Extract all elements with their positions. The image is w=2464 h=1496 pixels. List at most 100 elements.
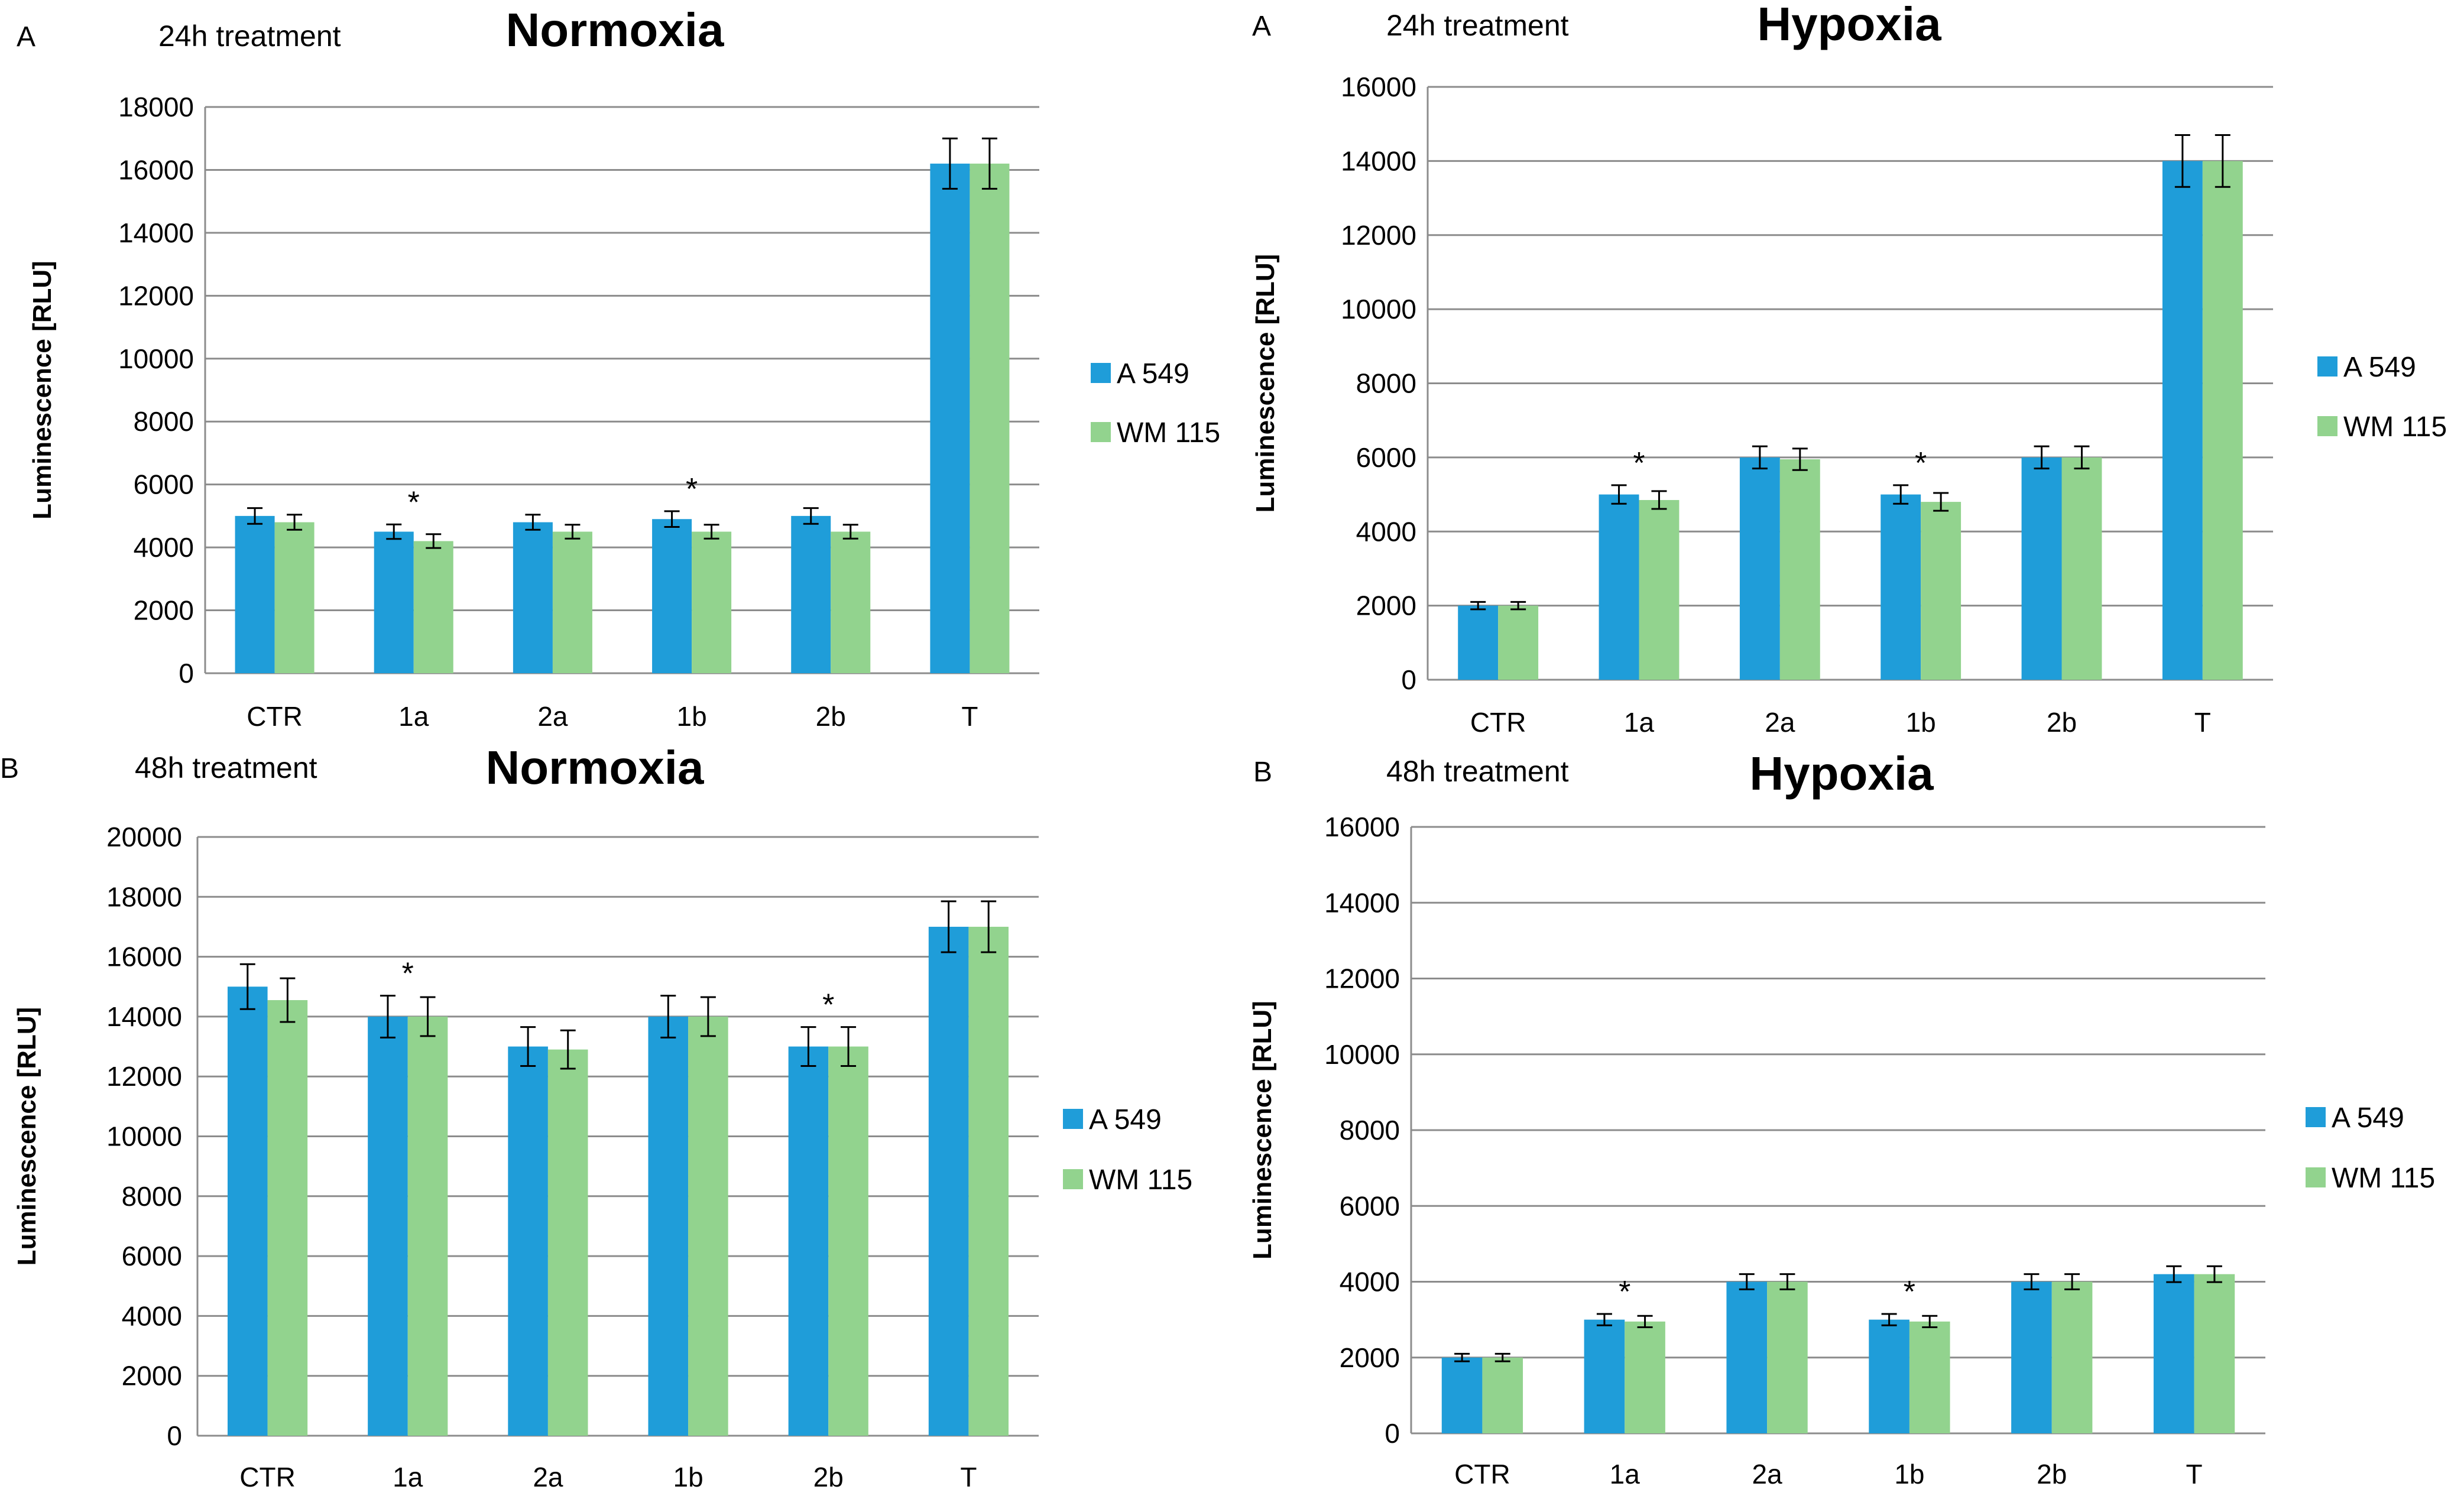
bar-wm115 [274,522,315,673]
y-tick-label: 8000 [122,1181,182,1212]
bar-a549 [1726,1281,1768,1433]
chart-h24: A 24h treatment Hypoxia 0 2000 4000 6000 8000 10… [1251,0,2447,738]
y-tick-label: 2000 [1340,1342,1400,1373]
bar-wm115 [267,1000,308,1436]
legend-label: A 549 [1117,358,1189,390]
bar-wm115 [1639,499,1680,680]
y-tick-label: 2000 [134,595,194,626]
x-tick-label: 2a [1765,707,1795,738]
y-tick-label: 8000 [134,406,194,437]
panel-letter: B [1253,757,1272,788]
y-tick-label: 16000 [1324,812,1400,842]
y-tick-label: 8000 [1340,1115,1400,1145]
bar-a549 [2153,1274,2194,1433]
bar-wm115 [1498,605,1539,680]
significance-marker: * [1619,1275,1630,1309]
bar-a549 [227,986,268,1436]
bar-wm115 [1921,502,1962,680]
bar-a549 [2162,161,2203,680]
y-tick-label: 2000 [1356,590,1416,621]
treatment-label: 48h treatment [1386,755,1569,788]
bar-a549 [1739,457,1780,680]
bar-a549 [368,1016,408,1436]
chart-n24: A 24h treatment Normoxia 0 2000 4000 6000 8000 1… [17,4,1220,732]
y-tick-label: 2000 [122,1361,182,1391]
bar-a549 [2021,457,2062,680]
legend-swatch [2306,1167,2326,1187]
bar-wm115 [968,926,1009,1436]
x-tick-label: 2b [816,701,846,732]
y-tick-label: 14000 [118,218,194,248]
bar-wm115 [1482,1357,1523,1433]
chart-title: Hypoxia [1757,0,1941,50]
legend-swatch [2317,416,2337,436]
y-tick-label: 0 [1385,1418,1400,1449]
significance-marker: * [686,472,698,507]
legend-label: WM 115 [2343,411,2447,443]
y-tick-label: 16000 [106,942,182,972]
bar-a549 [508,1046,548,1436]
chart-title: Normoxia [486,741,704,794]
y-tick-label: 10000 [1324,1039,1400,1070]
y-tick-label: 4000 [122,1300,182,1331]
y-axis-title: Luminescence [RLU] [28,261,57,520]
x-tick-label: 2a [533,1462,563,1492]
legend-swatch [1063,1109,1083,1129]
x-tick-label: 2a [1752,1459,1782,1489]
bar-a549 [235,515,275,673]
y-tick-label: 4000 [134,532,194,563]
bar-a549 [1599,494,1639,680]
bar-wm115 [2202,161,2243,680]
y-tick-label: 8000 [1356,368,1416,399]
legend-label: WM 115 [1117,417,1220,449]
treatment-label: 24h treatment [1386,9,1569,42]
bar-a549 [1441,1357,1483,1433]
y-tick-label: 14000 [1324,887,1400,918]
bar-wm115 [413,541,453,673]
y-tick-label: 12000 [1324,963,1400,994]
y-tick-label: 12000 [106,1061,182,1092]
y-tick-label: 0 [167,1420,182,1451]
bar-wm115 [970,163,1010,673]
y-tick-label: 18000 [106,881,182,912]
y-tick-label: 4000 [1356,516,1416,547]
y-tick-label: 10000 [1341,294,1416,324]
bar-a549 [930,163,970,673]
bar-wm115 [547,1049,588,1436]
bar-wm115 [828,1046,868,1436]
x-tick-label: T [2186,1459,2203,1489]
legend-label: WM 115 [2332,1163,2435,1194]
treatment-label: 48h treatment [135,751,317,784]
legend-swatch [2306,1107,2326,1127]
x-tick-label: T [2194,707,2211,738]
x-tick-label: CTR [1470,707,1526,738]
x-tick-label: 2b [2047,707,2077,738]
bar-wm115 [552,531,592,673]
y-tick-label: 0 [1401,664,1416,695]
y-tick-label: 12000 [118,280,194,311]
legend-label: A 549 [2343,352,2416,383]
chart-title: Hypoxia [1749,747,1934,800]
panel-letter: B [0,753,19,784]
bar-a549 [1881,494,1921,680]
significance-marker: * [408,485,420,520]
y-tick-label: 16000 [1341,72,1416,102]
bar-a549 [513,522,553,673]
y-tick-label: 0 [179,658,194,689]
bar-wm115 [692,531,732,673]
legend-swatch [1091,422,1111,442]
legend: A 549 WM 115 [1063,1104,1192,1196]
x-tick-label: 1b [1894,1459,1924,1489]
y-tick-label: 6000 [134,469,194,500]
y-tick-label: 18000 [118,92,194,122]
bar-a549 [2011,1281,2052,1433]
bar-wm115 [688,1016,728,1436]
bar-wm115 [2194,1274,2235,1433]
y-tick-label: 16000 [118,154,194,185]
y-tick-label: 12000 [1341,220,1416,251]
panel-letter: A [17,21,35,53]
x-tick-label: CTR [1454,1459,1510,1489]
legend-swatch [2317,356,2337,377]
y-tick-label: 6000 [1340,1190,1400,1221]
significance-marker: * [1904,1275,1915,1309]
